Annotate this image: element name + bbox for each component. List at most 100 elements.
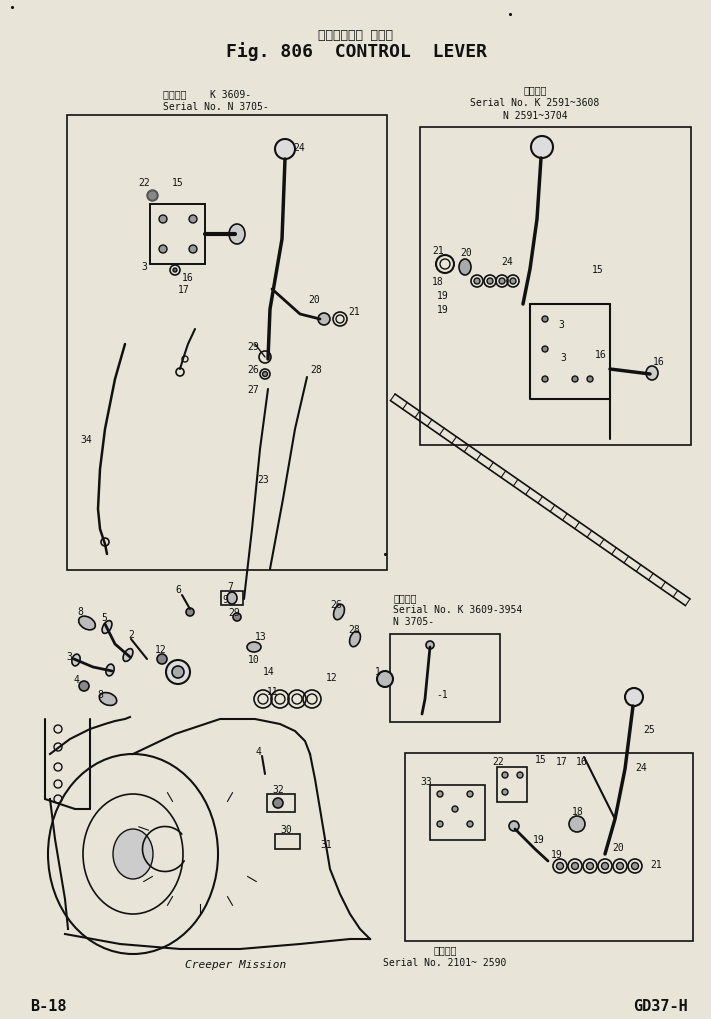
Ellipse shape [106,664,114,677]
Text: 19: 19 [533,835,545,844]
Ellipse shape [350,632,360,647]
Circle shape [467,791,473,797]
Text: 24: 24 [635,762,647,772]
Bar [390,635,500,722]
Text: 7: 7 [227,582,233,591]
Circle shape [159,216,167,224]
Circle shape [452,806,458,812]
Ellipse shape [79,616,95,631]
Text: Serial No. K 2591~3608: Serial No. K 2591~3608 [471,98,599,108]
Text: 26: 26 [247,365,259,375]
Circle shape [275,140,295,160]
Text: 20: 20 [460,248,472,258]
Text: 13: 13 [255,632,267,641]
Bar [497,767,527,802]
Circle shape [157,654,167,664]
Text: 15: 15 [535,754,547,764]
Text: 3: 3 [66,651,72,661]
Text: 33: 33 [420,776,432,787]
Text: 18: 18 [572,806,584,816]
Circle shape [273,798,283,808]
Ellipse shape [247,642,261,652]
Text: 30: 30 [280,824,292,835]
Circle shape [189,246,197,254]
Text: 15: 15 [592,265,604,275]
Text: 8: 8 [77,606,83,616]
Bar [221,591,243,605]
Ellipse shape [113,829,153,879]
Text: 6: 6 [175,585,181,594]
Text: 24: 24 [501,257,513,267]
Text: 18: 18 [432,277,444,286]
Bar [275,835,300,849]
Bar [405,753,693,942]
Text: 2: 2 [128,630,134,639]
Text: 14: 14 [263,666,274,677]
Text: -1: -1 [436,689,448,699]
Circle shape [79,682,89,691]
Text: 3: 3 [558,320,564,330]
Circle shape [509,821,519,832]
Text: B-18: B-18 [30,999,67,1014]
Text: 4: 4 [74,675,80,685]
Ellipse shape [72,654,80,666]
Circle shape [625,688,643,706]
Circle shape [542,346,548,353]
Text: GD37-H: GD37-H [633,999,688,1014]
Circle shape [572,377,578,382]
Text: 16: 16 [182,273,194,282]
Text: 8: 8 [97,689,103,699]
Circle shape [542,377,548,382]
Text: 5: 5 [101,612,107,623]
Text: 3: 3 [141,262,147,272]
Circle shape [173,269,177,273]
Circle shape [531,137,553,159]
Ellipse shape [510,279,516,284]
Text: 19: 19 [437,305,449,315]
Circle shape [587,377,593,382]
Text: 17: 17 [556,756,568,766]
Circle shape [426,641,434,649]
Circle shape [502,790,508,795]
Circle shape [437,791,443,797]
Text: 34: 34 [80,434,92,444]
Text: 20: 20 [612,842,624,852]
Text: 28: 28 [348,625,360,635]
Text: N 2591~3704: N 2591~3704 [503,111,567,121]
Bar [67,116,387,571]
Bar [267,794,295,812]
Ellipse shape [474,279,480,284]
Text: 19: 19 [551,849,562,859]
Ellipse shape [229,225,245,245]
Ellipse shape [227,592,237,604]
Text: 16: 16 [653,357,665,367]
Text: 20: 20 [308,294,320,305]
Text: Creeper Mission: Creeper Mission [185,959,287,969]
Text: 28: 28 [310,365,322,375]
Text: 21: 21 [650,859,662,869]
Text: 16: 16 [576,756,588,766]
Text: Serial No. 2101~ 2590: Serial No. 2101~ 2590 [383,957,507,967]
Ellipse shape [646,367,658,381]
Ellipse shape [572,863,579,869]
Ellipse shape [459,260,471,276]
Text: 通用分機    K 3609-: 通用分機 K 3609- [163,89,251,99]
Text: 32: 32 [272,785,284,794]
Text: 24: 24 [293,143,305,153]
Bar [420,127,691,445]
Circle shape [159,246,167,254]
Text: コントロール レバー: コントロール レバー [319,29,393,42]
Text: 11: 11 [267,687,279,696]
Ellipse shape [318,314,330,326]
Text: 29: 29 [247,341,259,352]
Circle shape [542,317,548,323]
Text: 3: 3 [560,353,566,363]
Text: 通用分機: 通用分機 [393,592,417,602]
Bar [430,786,485,841]
Text: 26: 26 [330,599,342,609]
Text: 21: 21 [432,246,444,256]
Text: Serial No. K 3609-3954: Serial No. K 3609-3954 [393,604,523,614]
Text: 22: 22 [492,756,504,766]
Text: Serial No. N 3705-: Serial No. N 3705- [163,102,269,112]
Circle shape [437,821,443,827]
